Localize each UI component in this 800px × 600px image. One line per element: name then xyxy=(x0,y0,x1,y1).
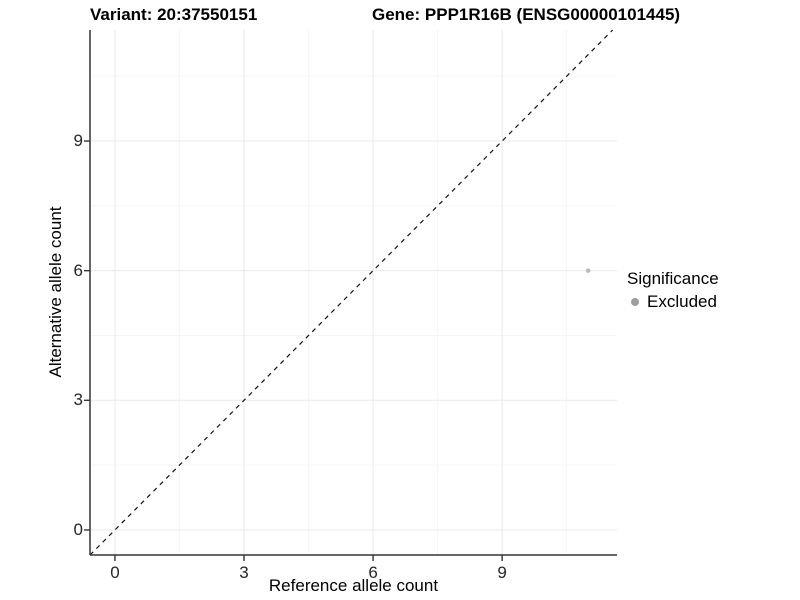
excluded-dot-icon xyxy=(631,298,639,306)
variant-title: Variant: 20:37550151 xyxy=(90,5,258,24)
x-axis-title: Reference allele count xyxy=(268,576,439,595)
gene-title: Gene: PPP1R16B (ENSG00000101445) xyxy=(372,5,681,24)
y-axis-title: Alternative allele count xyxy=(46,206,65,378)
y-tick-label: 0 xyxy=(73,519,83,539)
legend: Significance Excluded xyxy=(627,269,719,312)
y-tick-label: 6 xyxy=(73,260,83,280)
plot-panel xyxy=(84,30,617,561)
identity-dashed-line xyxy=(89,30,614,556)
legend-item-excluded: Excluded xyxy=(627,292,719,312)
legend-title: Significance xyxy=(627,269,719,288)
y-tick-label: 3 xyxy=(73,390,83,410)
legend-item-label: Excluded xyxy=(647,292,717,311)
y-tick-label: 9 xyxy=(73,131,83,151)
data-point xyxy=(585,268,591,273)
